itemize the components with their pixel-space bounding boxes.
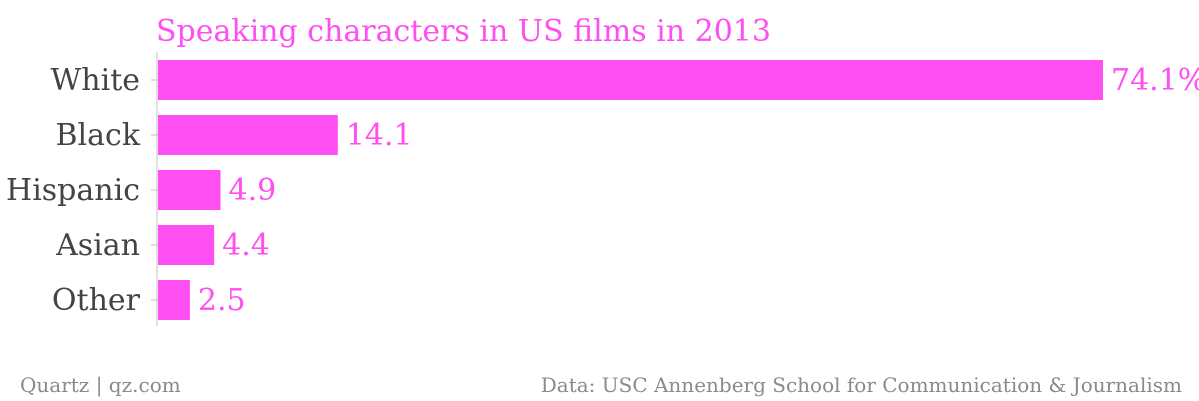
value-label-other: 2.5 bbox=[198, 283, 246, 318]
bars-group: White 74.1% Black 14.1 Hispanic 4.9 Asian 4.4 Ot… bbox=[6, 60, 1199, 320]
category-label-black: Black bbox=[55, 118, 140, 153]
value-label-white: 74.1% bbox=[1111, 63, 1199, 98]
chart-title: Speaking characters in US films in 2013 bbox=[156, 14, 771, 49]
bar-black bbox=[158, 115, 338, 155]
footer-data-credit: Data: USC Annenberg School for Communica… bbox=[541, 373, 1182, 397]
category-label-asian: Asian bbox=[55, 228, 140, 263]
value-label-hispanic: 4.9 bbox=[228, 173, 276, 208]
bar-asian bbox=[158, 225, 215, 265]
bar-white bbox=[158, 60, 1103, 100]
value-label-asian: 4.4 bbox=[222, 228, 270, 263]
value-label-black: 14.1 bbox=[346, 118, 413, 153]
category-label-hispanic: Hispanic bbox=[6, 173, 140, 208]
footer-source-left: Quartz | qz.com bbox=[20, 373, 181, 398]
bar-hispanic bbox=[158, 170, 221, 210]
category-label-white: White bbox=[50, 63, 140, 98]
category-label-other: Other bbox=[52, 283, 141, 318]
bar-other bbox=[158, 280, 190, 320]
